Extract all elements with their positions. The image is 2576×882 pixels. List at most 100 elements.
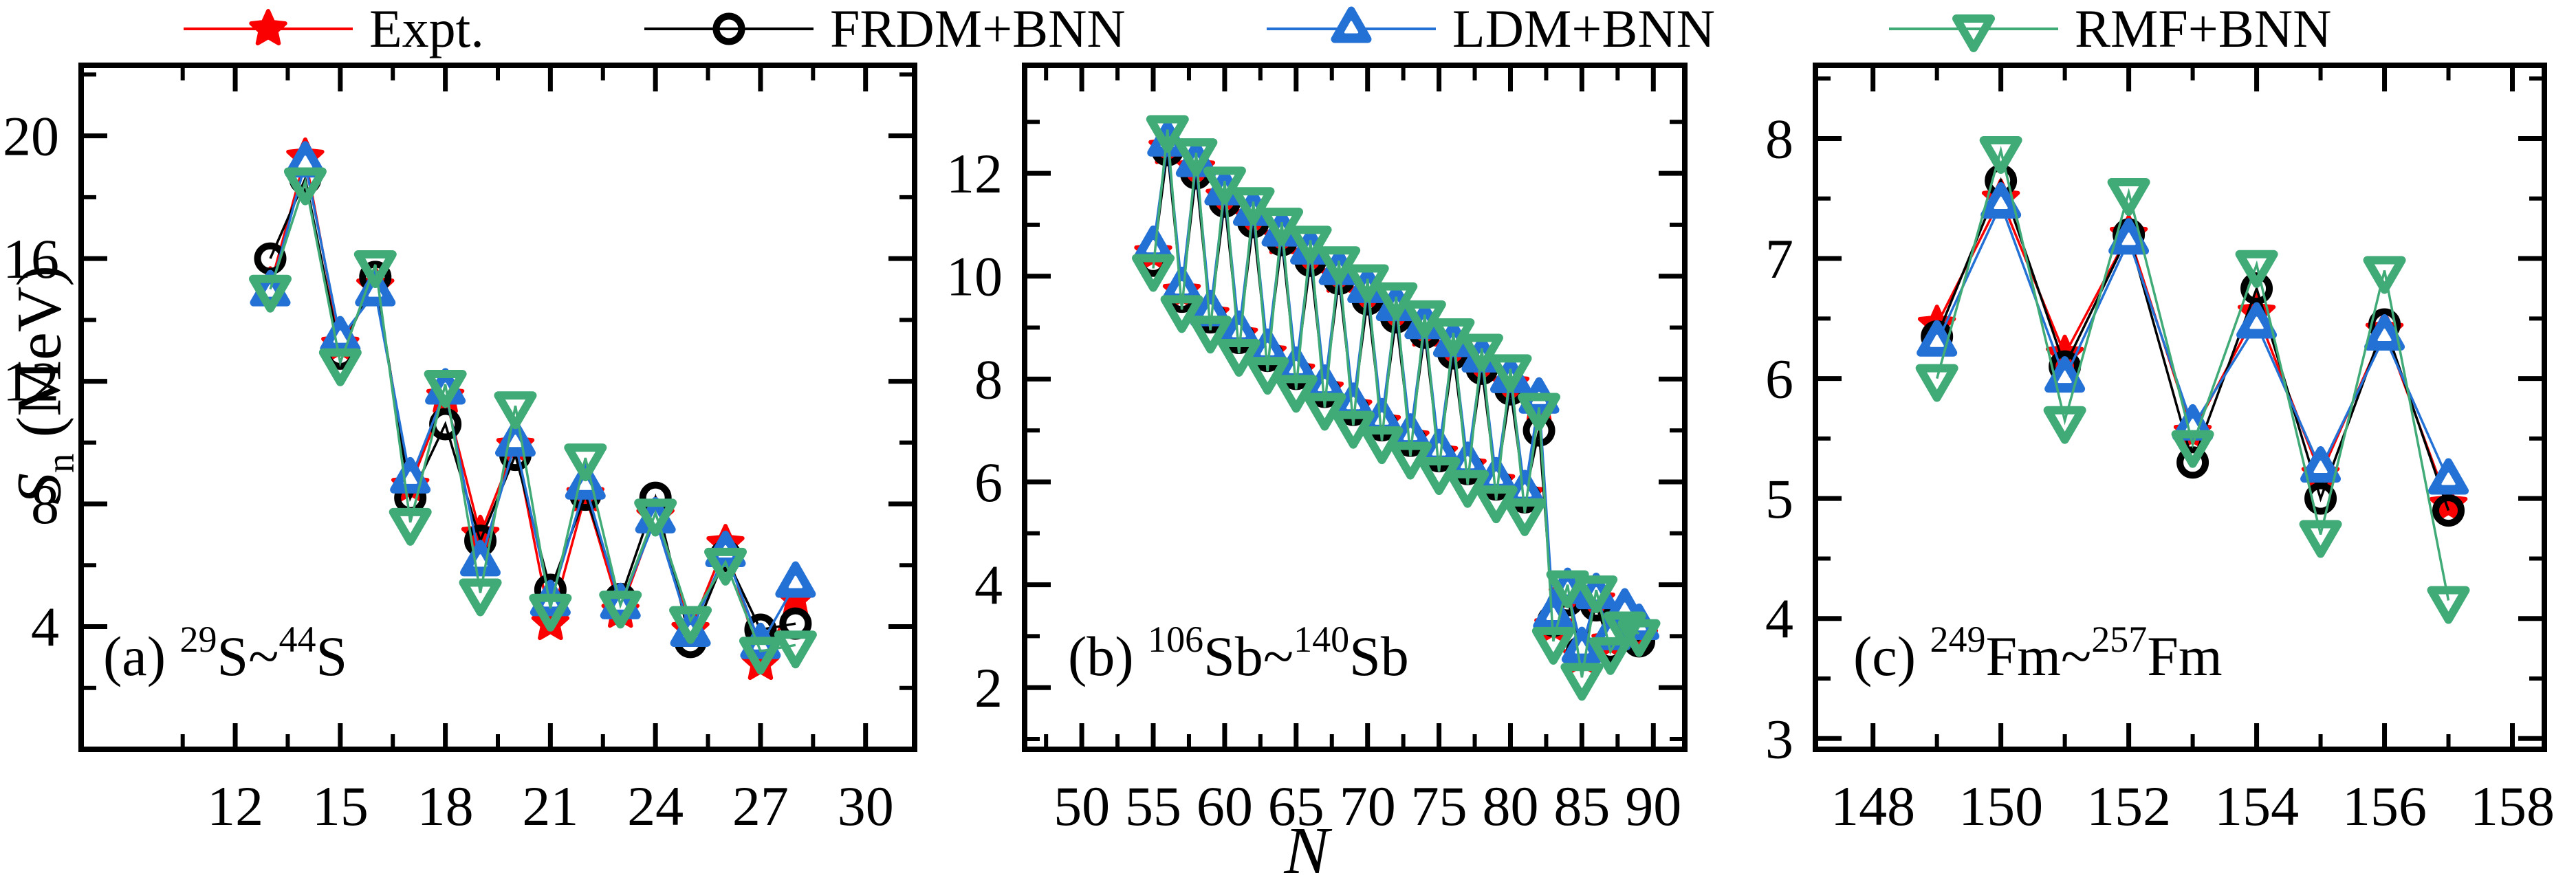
y-tick-label: 8 [31, 473, 59, 536]
y-tick-label: 2 [974, 657, 1003, 719]
data-point-triangle-down [1489, 354, 1532, 393]
data-point-circle-open [712, 12, 745, 45]
legend-label-frdm: FRDM+BNN [830, 0, 1126, 58]
data-point-triangle-up [775, 561, 816, 598]
data-point-triangle-down [1232, 187, 1275, 225]
x-tick-label: 60 [1197, 775, 1253, 837]
x-tick-label: 158 [2470, 775, 2555, 837]
data-point-triangle-up [1561, 626, 1602, 663]
data-point-triangle-down [1603, 611, 1646, 650]
panel-b: 50 55 60 65 70 75 80 85 90 2 4 6 8 10 12 (b) 106Sb~140S… [946, 63, 1688, 837]
y-tick-label: 5 [1765, 467, 1793, 530]
data-point-circle-open [2176, 446, 2209, 479]
y-tick-label: 12 [946, 142, 1003, 205]
y-tick-label: 4 [974, 554, 1003, 617]
data-point-triangle-down [1318, 246, 1361, 285]
x-tick-label: 21 [522, 775, 578, 837]
x-tick-label: 70 [1340, 775, 1396, 837]
data-point-triangle-down [1175, 138, 1218, 177]
legend-label-rmf: RMF+BNN [2075, 0, 2332, 58]
panel-annotation-a: (a) 29S~44S [103, 619, 347, 687]
data-point-triangle-down [1617, 619, 1661, 657]
y-axis-units: (MeV) [3, 265, 74, 454]
data-point-triangle-down [1518, 393, 1561, 431]
data-point-triangle-down [248, 274, 292, 313]
data-point-triangle-up [1133, 225, 1174, 263]
y-axis-symbol: S [3, 472, 74, 505]
x-tick-label: 30 [838, 775, 894, 837]
data-point-triangle-down [704, 547, 747, 586]
series-rmf-bnn-b [1132, 115, 1661, 701]
data-point-triangle-down [599, 591, 642, 629]
data-point-triangle-down [2043, 406, 2086, 444]
data-point-circle-open [2304, 482, 2337, 515]
legend: Expt. FRDM+BNN LDM+BNN RMF+BNN [0, 0, 2576, 58]
data-point-triangle-down [1274, 375, 1318, 413]
data-point-triangle-down [1203, 166, 1246, 205]
x-tick-label: 15 [312, 775, 369, 837]
panel-annotation-c: (c) 249Fm~257Fm [1853, 619, 2223, 687]
data-point-triangle-down [669, 606, 712, 644]
data-point-triangle-down [2363, 256, 2406, 294]
data-point-triangle-up [390, 456, 431, 494]
circle-icon [644, 12, 814, 45]
x-tick-label: 24 [627, 775, 684, 837]
data-point-triangle-down [529, 593, 572, 632]
x-tick-label: 152 [2086, 775, 2171, 837]
data-point-triangle-down [1460, 333, 1503, 372]
x-tick-label: 154 [2214, 775, 2299, 837]
data-point-triangle-down [2299, 520, 2342, 558]
data-point-triangle-down [1546, 570, 1589, 608]
y-tick-label: 20 [3, 105, 59, 168]
x-tick-label: 27 [732, 775, 789, 837]
y-tick-label: 10 [946, 245, 1003, 308]
data-point-triangle-down [1289, 225, 1332, 264]
legend-item-ldm: LDM+BNN [1265, 0, 1715, 58]
data-point-triangle-down [283, 167, 327, 206]
legend-item-rmf: RMF+BNN [1888, 0, 2331, 58]
data-point-triangle-down [2427, 586, 2470, 624]
data-point-triangle-down [774, 630, 817, 669]
x-tick-label: 50 [1054, 775, 1110, 837]
data-point-triangle-down [353, 250, 397, 289]
x-tick-label: 90 [1625, 775, 1681, 837]
data-point-triangle-down [1403, 300, 1446, 338]
y-tick-label: 7 [1765, 228, 1793, 290]
data-point-star [2429, 484, 2468, 521]
data-point-triangle-down [634, 498, 677, 537]
x-tick-label: 12 [207, 775, 263, 837]
data-point-triangle-up [460, 540, 501, 577]
data-point-triangle-down [739, 637, 782, 675]
y-tick-label: 4 [1765, 588, 1793, 650]
data-point-triangle-up [2236, 302, 2278, 339]
data-point-triangle-down [1160, 295, 1203, 333]
y-axis-subscript: n [39, 453, 83, 473]
y-tick-label: 6 [974, 451, 1003, 514]
data-point-triangle-down [1503, 498, 1547, 536]
series-rmf-bnn-c [1915, 135, 2470, 624]
x-tick-label: 156 [2342, 775, 2427, 837]
star-icon [184, 9, 353, 45]
panel-c: 148 150 152 154 156 158 3 4 5 6 7 8 (c) 249Fm~257Fm [1765, 63, 2555, 837]
data-point-triangle-down [1260, 208, 1304, 246]
x-tick-label: 65 [1268, 775, 1324, 837]
data-point-triangle-down [459, 578, 502, 617]
triangle-down-icon [1889, 14, 2058, 52]
x-tick-label: 150 [1958, 775, 2043, 837]
data-point-triangle-down [1346, 264, 1389, 302]
data-point-triangle-down [564, 443, 607, 482]
data-point-triangle-down [389, 507, 432, 546]
data-point-triangle-down [1531, 626, 1575, 665]
data-point-triangle-down [2107, 178, 2150, 217]
x-tick-label: 80 [1482, 775, 1538, 837]
data-point-triangle-up [1980, 181, 2022, 219]
y-tick-label: 8 [1765, 107, 1793, 170]
x-tick-label: 55 [1125, 775, 1181, 837]
x-tick-label: 85 [1553, 775, 1610, 837]
data-point-triangle-down [1979, 135, 2022, 174]
data-point-triangle-up [2364, 314, 2405, 351]
data-point-triangle-down [1146, 115, 1189, 153]
x-axis-label: N [1284, 814, 1329, 882]
